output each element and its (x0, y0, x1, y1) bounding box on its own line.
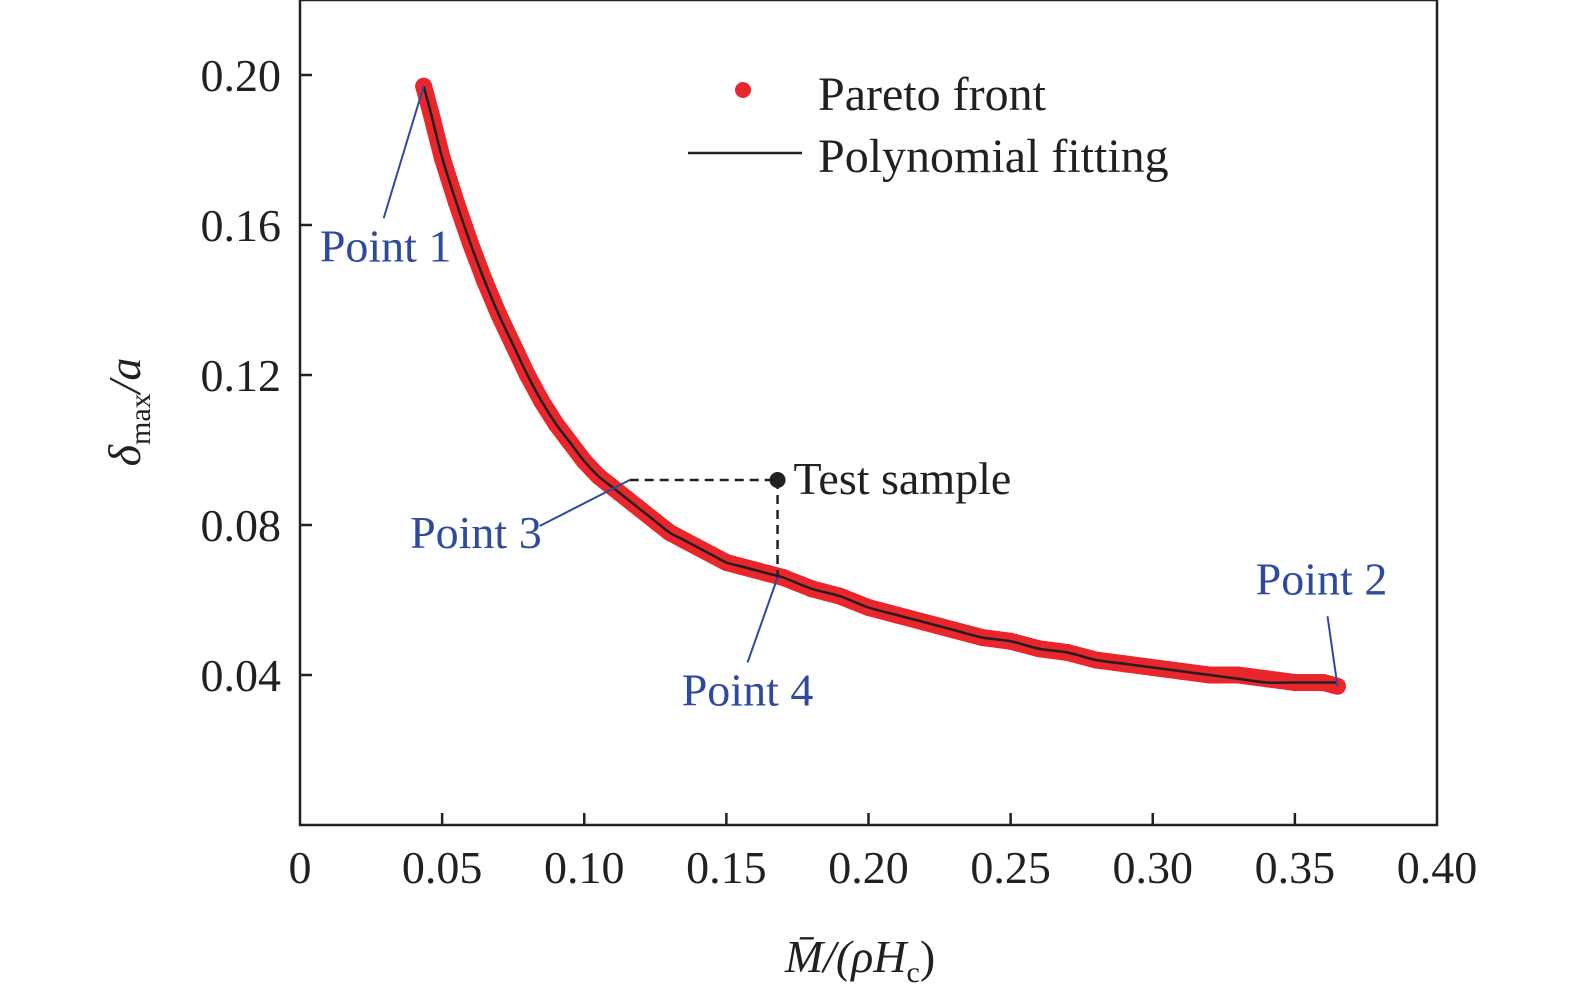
legend-label-pareto: Pareto front (818, 68, 1047, 121)
annotation-label: Point 4 (682, 665, 814, 716)
annotation-leader (539, 479, 631, 527)
annotations: Test sample Point 1 Point 2 Point 3 Point 4 (320, 85, 1388, 716)
plot-area (415, 77, 1347, 695)
plot-frame (298, 0, 1439, 827)
test-sample-label: Test sample (794, 453, 1012, 504)
test-sample-point (769, 472, 786, 488)
annotation-leader (382, 85, 425, 219)
y-tick-label: 0.08 (201, 500, 282, 551)
x-axis: 0 0.05 0.10 0.15 0.20 0.25 0.30 0.35 0.40 (289, 813, 1478, 893)
y-tick-label: 0.12 (201, 350, 282, 401)
x-tick-label: 0.05 (402, 842, 483, 893)
x-tick-label: 0.10 (544, 842, 625, 893)
pareto-point (1229, 666, 1247, 684)
annotation-label: Point 1 (320, 220, 452, 271)
y-tick-label: 0.04 (201, 650, 282, 701)
legend-label-polynomial: Polynomial fitting (818, 130, 1169, 183)
y-axis: 0.04 0.08 0.12 0.16 0.20 (201, 50, 312, 701)
pareto-point (1257, 670, 1275, 688)
annotation-label: Point 2 (1256, 553, 1388, 604)
y-axis-title: δmax/a (99, 358, 157, 467)
annotation-label: Point 3 (410, 507, 542, 558)
x-tick-label: 0.20 (828, 842, 909, 893)
x-tick-label: 0 (289, 842, 312, 893)
x-tick-label: 0.40 (1397, 842, 1478, 893)
legend-marker-pareto (735, 82, 751, 98)
x-tick-label: 0.15 (686, 842, 767, 893)
y-tick-label: 0.16 (201, 200, 282, 251)
y-tick-label: 0.20 (201, 50, 282, 101)
legend: Pareto front Polynomial fitting (688, 68, 1169, 183)
x-tick-label: 0.30 (1113, 842, 1194, 893)
x-axis-title: M̄/(ρHc) (784, 931, 935, 989)
annotation-leader (746, 577, 779, 663)
polynomial-fit-line (422, 85, 1338, 685)
x-tick-label: 0.35 (1255, 842, 1336, 893)
annotation-leader (1326, 616, 1339, 687)
x-tick-label: 0.25 (970, 842, 1051, 893)
